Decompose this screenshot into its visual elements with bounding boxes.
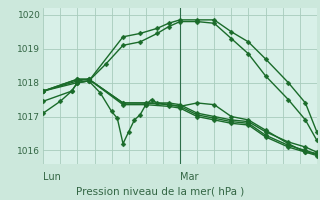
Text: Mar: Mar <box>180 172 198 182</box>
Text: Lun: Lun <box>43 172 61 182</box>
Text: Pression niveau de la mer( hPa ): Pression niveau de la mer( hPa ) <box>76 186 244 196</box>
